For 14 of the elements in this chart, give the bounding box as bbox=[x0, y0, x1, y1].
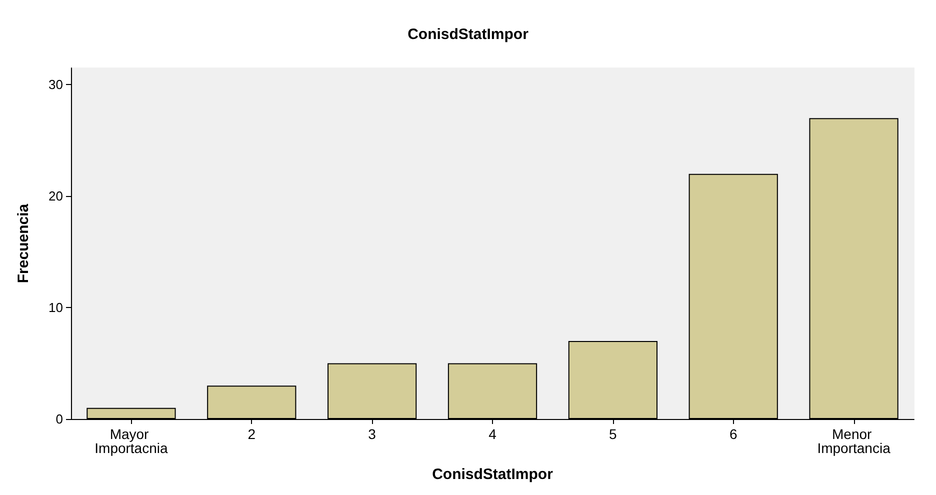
y-tick-label: 30 bbox=[48, 77, 63, 92]
chart-title: ConisdStatImpor bbox=[408, 26, 529, 43]
y-axis-title: Frecuencia bbox=[15, 203, 32, 284]
y-tick-label: 10 bbox=[48, 300, 63, 316]
y-tick-label: 0 bbox=[56, 412, 63, 426]
x-tick-label: 2 bbox=[248, 426, 256, 442]
x-tick-label: 4 bbox=[488, 426, 497, 442]
x-tick-label: Mayor Importacnia bbox=[94, 426, 168, 456]
y-tick-label: 20 bbox=[48, 188, 63, 204]
x-tick-label: 5 bbox=[609, 426, 618, 442]
x-tick-label: 3 bbox=[368, 426, 376, 442]
x-axis-title: ConisdStatImpor bbox=[432, 466, 554, 483]
x-tick-label: Menor Importancia bbox=[817, 426, 891, 456]
x-tick-label: 6 bbox=[729, 426, 738, 442]
